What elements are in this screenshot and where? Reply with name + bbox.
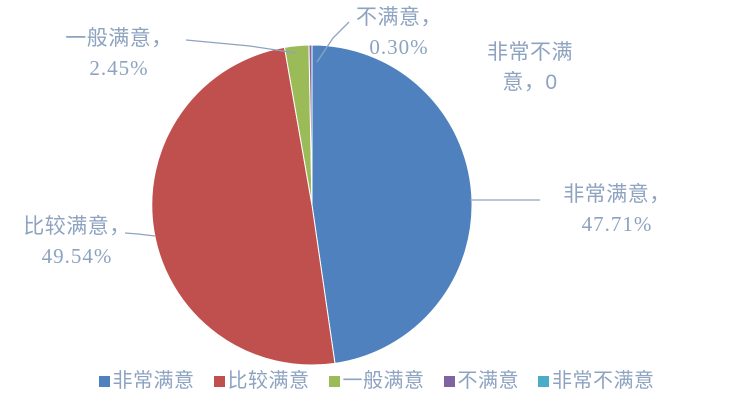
slice-label-feichang-buman-value: 意，0 xyxy=(502,70,558,94)
legend-item-4[interactable]: 非常不满意 xyxy=(538,371,655,391)
slice-label-yiban-name: 一般满意， xyxy=(65,27,173,50)
chart-legend: 非常满意 比较满意 一般满意 不满意 非常不满意 xyxy=(0,366,753,396)
slice-label-buman: 不满意， 0.30% xyxy=(339,3,459,63)
leader-line-yiban xyxy=(185,39,297,54)
slice-label-yiban-value: 2.45% xyxy=(89,55,149,80)
legend-swatch-icon xyxy=(538,375,549,387)
legend-swatch-icon xyxy=(443,375,455,387)
slice-label-buman-name: 不满意， xyxy=(356,6,442,29)
slice-label-feichang-buman: 非常不满 意，0 xyxy=(455,38,605,98)
leader-line-buman xyxy=(316,21,350,63)
slice-label-yiban: 一般满意， 2.45% xyxy=(44,24,194,84)
legend-item-label: 不满意 xyxy=(457,370,519,392)
legend-swatch-icon xyxy=(328,375,340,387)
legend-item-label: 非常不满意 xyxy=(552,370,655,392)
pie-slice-3[interactable] xyxy=(308,44,313,206)
slice-label-feichang-buman-name: 非常不满 xyxy=(487,41,573,64)
legend-item-1[interactable]: 比较满意 xyxy=(213,370,310,392)
legend-item-label: 非常满意 xyxy=(112,370,195,392)
slice-label-bijiao-name: 比较满意， xyxy=(23,215,131,238)
slice-label-feichang-manyi-name: 非常满意， xyxy=(563,183,671,206)
pie-slice-0[interactable] xyxy=(311,44,473,364)
pie-slice-group xyxy=(151,44,473,366)
leader-line-group xyxy=(124,21,540,237)
leader-line-bijiao xyxy=(124,232,156,237)
legend-item-0[interactable]: 非常满意 xyxy=(98,370,195,392)
pie-slice-1[interactable] xyxy=(151,46,336,366)
legend-swatch-icon xyxy=(98,375,110,387)
slice-label-bijiao-value: 49.54% xyxy=(41,243,113,268)
legend-item-2[interactable]: 一般满意 xyxy=(328,370,425,392)
legend-item-label: 一般满意 xyxy=(342,370,425,392)
slice-label-bijiao: 比较满意， 49.54% xyxy=(2,212,152,272)
slice-label-feichang-manyi: 非常满意， 47.71% xyxy=(527,180,707,240)
slice-label-buman-value: 0.30% xyxy=(369,34,429,59)
legend-swatch-icon xyxy=(213,375,225,387)
slice-label-feichang-manyi-value: 47.71% xyxy=(581,211,653,236)
legend-item-label: 比较满意 xyxy=(227,370,310,392)
legend-item-3[interactable]: 不满意 xyxy=(443,370,520,392)
